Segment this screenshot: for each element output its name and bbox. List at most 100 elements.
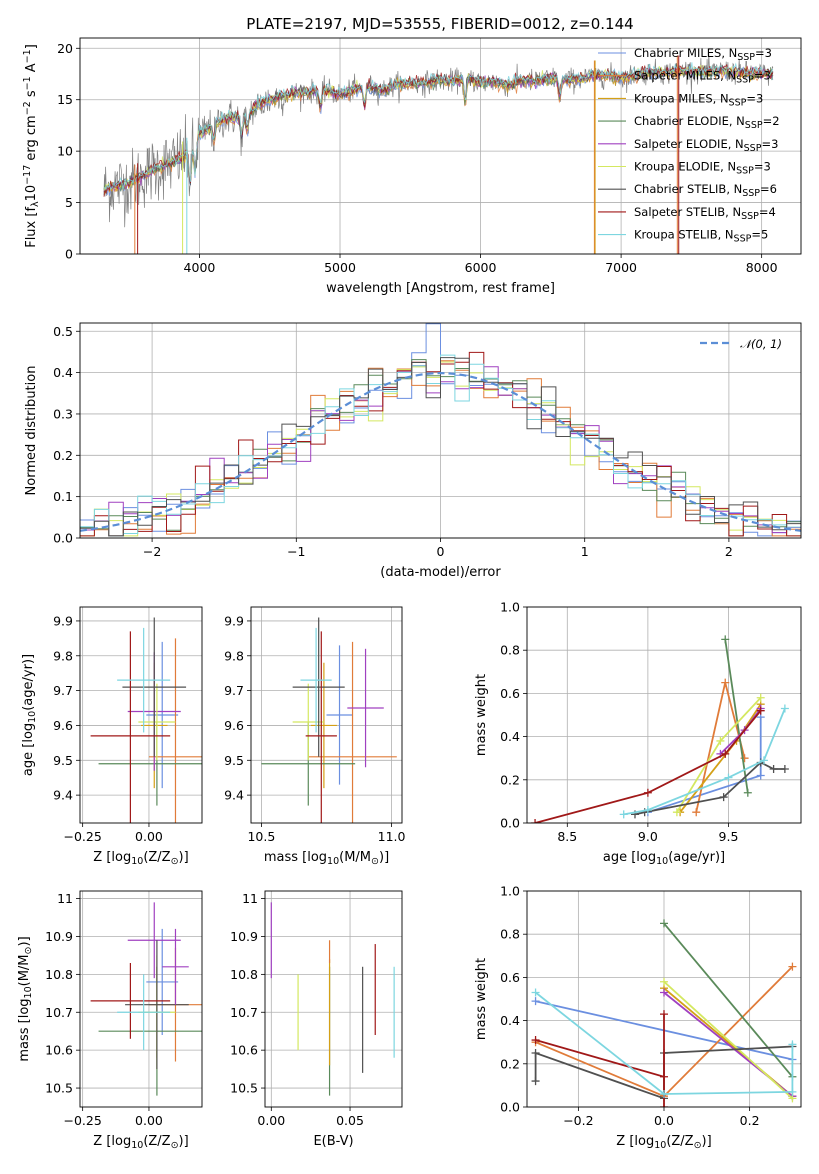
weight-marker [660,919,668,928]
weight-marker [660,1072,668,1081]
axes-frame [264,890,403,1108]
y-tick-label: 10.9 [230,929,258,944]
weight-marker [643,788,652,797]
x-tick-label: 0 [437,544,445,559]
panel-mass_vs_ebv: 0.00 0.05 10.5 10.6 10.7 10.8 10.9 11 E(B-V) [230,890,403,1149]
ticks: −0.25 0.00 10.5 10.6 10.7 10.8 10.9 11 [45,891,163,1128]
y-tick-label: 10.8 [45,967,73,982]
x-axis-label-part: (Z/Z [143,850,170,865]
panel-age_vs_Z: −0.25 0.009.49.59.69.79.89.9Z [log10(Z/Z⊙… [21,606,203,867]
x-axis-label-part: E(B-V) [313,1134,353,1149]
y-tick-label: 10.8 [230,967,258,982]
legend-entry-part: =3 [754,160,771,174]
x-axis-label-part: ⊙ [171,856,179,867]
weight-line-salpeter_miles [695,682,746,813]
x-tick-label: 7000 [605,260,637,275]
legend-entry-part: =5 [751,228,768,242]
weight-marker [721,749,730,758]
ticks: 0.00 0.05 10.5 10.6 10.7 10.8 10.9 11 [230,891,364,1128]
ticks: −0.2 0.0 0.2 0.0 0.2 0.4 0.6 0.8 1.0 [500,884,759,1129]
x-axis-label-part: )] [179,850,189,865]
ticks: 4000 5000 6000 7000 8000 0 5 10 15 20 [57,41,778,275]
x-axis-label-part: mass [log [264,850,327,865]
legend-entry-part: =3 [755,46,772,60]
y-tick-label: 0.6 [500,970,520,985]
legend-entry-part: Chabrier STELIB, N [634,182,742,196]
axes-frame [526,890,802,1108]
legend-entry-part: =4 [759,205,776,219]
weight-marker [531,997,540,1006]
y-tick-label: 0.3 [53,406,73,421]
legend-entry-part: =3 [754,69,771,83]
y-tick-label: 10 [57,144,73,159]
y-tick-label: 10.7 [45,1005,73,1020]
x-axis-label-part: 10 [654,1140,666,1151]
legend-entry-part: =2 [763,114,780,128]
plot-area [261,617,397,823]
plot-area [90,902,202,1096]
x-tick-label: 9.5 [719,829,739,844]
x-axis-label-part: age [log [603,850,656,865]
y-axis-label-part: mass [log [17,998,32,1061]
y-axis-label-part: 10 [24,185,39,202]
y-axis-label-part: Flux [f [24,207,39,248]
x-axis-label: wavelength [Angstrom, rest frame] [326,281,555,296]
y-axis-label-part: )] [17,936,32,946]
y-tick-label: 10.7 [230,1005,258,1020]
y-axis-label-part: (M/M [17,954,32,986]
weight-marker [531,988,540,997]
y-tick-label: 0.2 [53,448,73,463]
y-axis-label-part: λ [30,201,41,207]
x-tick-label: 0.00 [135,829,163,844]
weight-marker [531,1036,540,1045]
weight-marker [756,706,765,715]
x-axis-label-part: ⊙ [694,1140,702,1151]
x-axis-label-part: wavelength [Angstrom, rest frame] [326,281,555,296]
legend-entry-part: Salpeter ELODIE, N [634,137,744,151]
y-axis-label-part: 10 [27,711,38,723]
legend-entry: Kroupa MILES, NSSP=3 [634,91,763,108]
x-axis-label-part: 10 [131,1140,143,1151]
weight-marker [692,808,701,817]
plot-area [531,919,797,1107]
weight-marker [660,1010,668,1019]
y-axis-label-part: −1 [22,49,33,63]
x-axis-label-part: 10 [131,856,143,867]
y-tick-label: 0.0 [53,531,73,546]
gaussian-curve [80,371,801,532]
legend-entry: 𝒩(0, 1) [740,337,782,351]
weight-marker [721,635,730,644]
ticks: 10.5 11.0 9.4 9.5 9.6 9.7 9.8 9.9 [224,613,405,844]
x-tick-label: 0.00 [257,1113,285,1128]
legend-entry-part: Salpeter STELIB, N [634,205,741,219]
y-axis-label: mass [log10(M/M⊙)] [17,936,34,1061]
y-axis-label-part: s [24,90,39,101]
y-tick-label: 9.9 [224,613,244,628]
legend-entry: Kroupa ELODIE, NSSP=3 [634,160,771,177]
legend-entry-part: SSP [737,52,755,63]
legend-entry-part: SSP [742,188,760,199]
x-axis-label-part: ⊙ [171,1140,179,1151]
x-tick-label: 6000 [465,260,497,275]
x-axis-label-part: Z [log [93,1134,131,1149]
x-axis-label: mass [log10(M/M⊙)] [264,850,389,867]
weight-line-kroupa_elodie [663,981,794,1100]
y-tick-label: 0.4 [500,729,520,744]
x-tick-label: 0.0 [654,1113,674,1128]
weight-marker [643,806,652,815]
x-axis-label: Z [log10(Z/Z⊙)] [93,1134,188,1151]
y-tick-label: 9.6 [224,718,244,733]
y-tick-label: 0.2 [500,772,520,787]
legend-entry-part: Chabrier ELODIE, N [634,114,745,128]
weight-marker [716,736,725,745]
x-tick-label: 0.05 [336,1113,364,1128]
y-tick-label: 10.5 [230,1081,258,1096]
plot-area [90,617,202,823]
y-tick-label: 10.6 [45,1043,73,1058]
weight-marker [660,977,668,986]
weight-marker [769,765,778,773]
weight-marker [743,788,752,797]
x-axis-label: Z [log10(Z/Z⊙)] [93,850,188,867]
